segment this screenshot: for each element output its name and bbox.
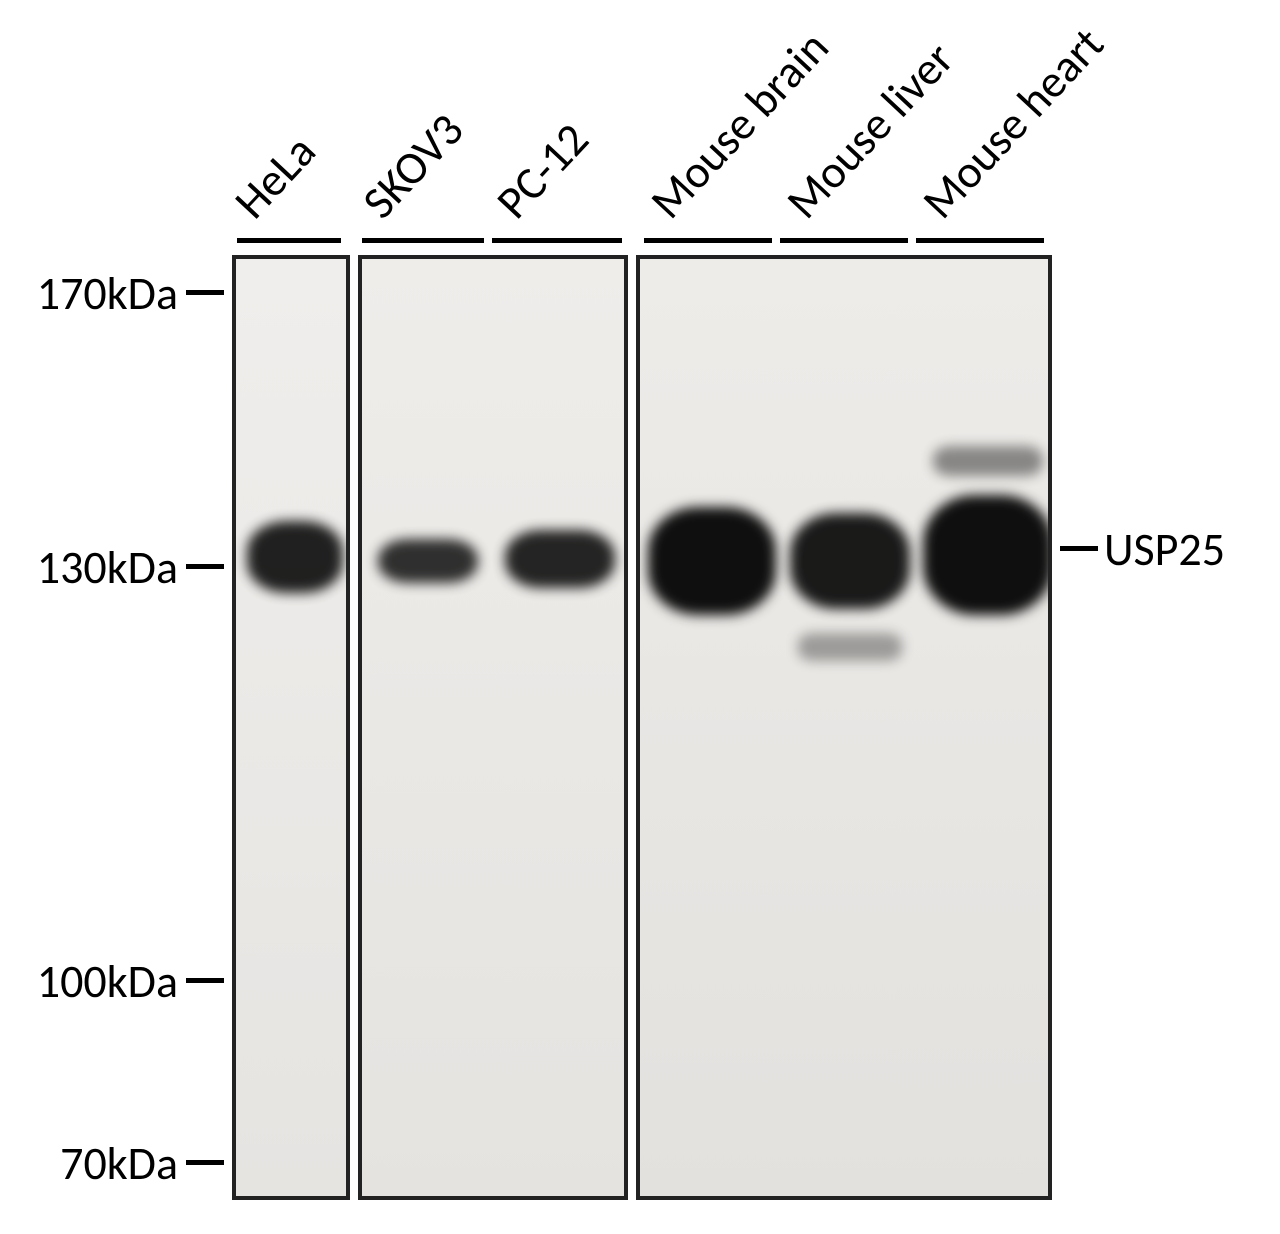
lane-label-skov3: SKOV3 (351, 102, 475, 230)
mw-label-170: 170kDa (8, 266, 178, 322)
mw-tick (186, 564, 224, 569)
lane-tick (644, 238, 772, 243)
lane-tick (492, 238, 622, 243)
band-mouse-heart (923, 495, 1052, 615)
lane-tick (916, 238, 1044, 243)
lane-tick (237, 238, 341, 243)
mw-tick (186, 290, 224, 295)
band-skov3 (378, 539, 478, 583)
band-mouse-heart-upper (933, 446, 1043, 476)
band-mouse-liver (790, 513, 910, 609)
target-label: USP25 (1104, 522, 1225, 578)
mw-tick (186, 978, 224, 983)
target-tick (1060, 546, 1098, 551)
mw-label-100: 100kDa (8, 954, 178, 1010)
lane-label-hela: HeLa (223, 124, 327, 230)
blot-panel-1 (232, 255, 350, 1200)
mw-label-70: 70kDa (8, 1136, 178, 1192)
blot-panel-3 (636, 255, 1052, 1200)
mw-label-130: 130kDa (8, 540, 178, 596)
western-blot-figure: HeLa SKOV3 PC-12 Mouse brain Mouse liver… (0, 0, 1280, 1234)
band-pc12 (505, 530, 615, 588)
lane-tick (780, 238, 908, 243)
lane-label-pc12: PC-12 (485, 112, 600, 230)
lane-tick (362, 238, 484, 243)
band-hela (247, 521, 343, 593)
blot-panel-2 (358, 255, 628, 1200)
band-mouse-liver-lower (798, 633, 902, 661)
mw-tick (186, 1160, 224, 1165)
band-mouse-brain (648, 507, 776, 615)
